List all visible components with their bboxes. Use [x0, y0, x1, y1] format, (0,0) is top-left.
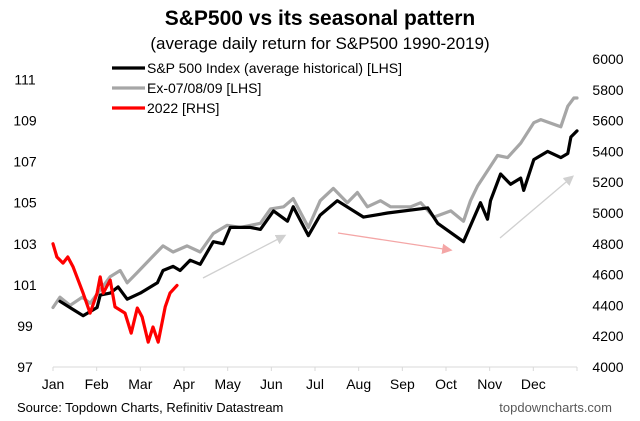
y-axis-right: 4000 4200 4400 4600 4800 5000 5200 5400 5600 5800… — [592, 51, 623, 375]
y-right-tick-label: 4600 — [592, 267, 623, 283]
legend-label: S&P 500 Index (average historical) [LHS] — [147, 60, 402, 76]
x-tick-label: Apr — [173, 376, 195, 392]
x-tick-label: Jul — [306, 376, 324, 392]
x-tick-label: Oct — [435, 376, 457, 392]
y-right-tick-label: 4200 — [592, 328, 623, 344]
y-right-tick-label: 5400 — [592, 143, 623, 159]
y-left-tick-label: 101 — [13, 277, 37, 293]
trend-arrow-up-yearend — [499, 175, 574, 239]
watermark: topdowncharts.com — [499, 400, 612, 415]
y-left-tick-label: 99 — [17, 318, 33, 334]
y-right-tick-label: 5600 — [592, 113, 623, 129]
y-right-tick-label: 5200 — [592, 174, 623, 190]
y-left-tick-label: 105 — [13, 195, 37, 211]
x-tick-label: Feb — [85, 376, 109, 392]
y-right-tick-label: 5000 — [592, 205, 623, 221]
chart-subtitle: (average daily return for S&P500 1990-20… — [150, 34, 489, 53]
y-left-tick-label: 111 — [14, 72, 35, 88]
chart-title: S&P500 vs its seasonal pattern — [165, 7, 475, 30]
series-line-2 — [51, 242, 179, 344]
x-tick-label: Jan — [42, 376, 65, 392]
series-line-1 — [51, 96, 579, 310]
x-axis: Jan Feb Mar Apr May Jun Jul Aug Sep Oct Nov Dec — [42, 366, 578, 392]
x-tick-label: Sep — [390, 376, 415, 392]
y-right-tick-label: 5800 — [592, 82, 623, 98]
y-left-tick-label: 97 — [17, 359, 33, 375]
y-right-tick-label: 6000 — [592, 51, 623, 67]
x-tick-label: Dec — [521, 376, 546, 392]
y-left-tick-label: 107 — [13, 154, 37, 170]
y-right-tick-label: 4400 — [592, 297, 623, 313]
series-line-0 — [58, 129, 579, 318]
y-left-tick-label: 109 — [13, 113, 37, 129]
x-tick-label: Jun — [260, 376, 283, 392]
y-right-tick-label: 4000 — [592, 359, 623, 375]
legend-label: 2022 [RHS] — [147, 100, 219, 116]
y-left-tick-label: 103 — [13, 236, 37, 252]
x-tick-label: Aug — [346, 376, 371, 392]
legend: S&P 500 Index (average historical) [LHS]… — [112, 60, 402, 116]
series-lines — [51, 96, 579, 344]
y-right-tick-label: 4800 — [592, 236, 623, 252]
trend-arrow-down-autumn — [337, 232, 453, 254]
source-note: Source: Topdown Charts, Refinitiv Datast… — [17, 400, 283, 415]
x-tick-label: Mar — [128, 376, 152, 392]
legend-label: Ex-07/08/09 [LHS] — [147, 80, 261, 96]
x-tick-label: May — [214, 376, 240, 392]
trend-arrow-up-spring — [202, 234, 287, 279]
x-tick-label: Nov — [477, 376, 502, 392]
y-axis-left: 97 99 101 103 105 107 109 111 — [13, 72, 37, 375]
